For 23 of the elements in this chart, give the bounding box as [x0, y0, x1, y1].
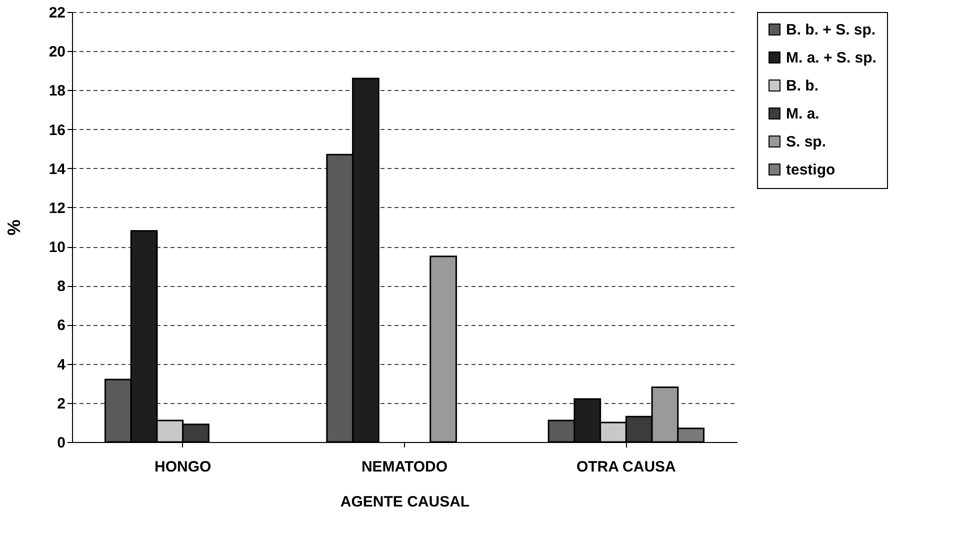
y-tick-label: 18 [48, 82, 66, 100]
x-axis-title: AGENTE CAUSAL [340, 494, 470, 510]
y-tick-label: 4 [57, 356, 66, 374]
legend-label: testigo [786, 162, 836, 178]
legend-label: B. b. + S. sp. [786, 22, 876, 38]
y-tick-label: 14 [48, 160, 66, 178]
legend-label: B. b. [786, 78, 818, 94]
legend-label: M. a. [786, 106, 820, 122]
y-tick-label: 8 [57, 278, 66, 296]
y-axis-title: % [4, 219, 24, 236]
y-tick-label: 22 [48, 4, 66, 22]
y-tick-label: 20 [48, 44, 66, 61]
y-tick-label: 6 [57, 317, 66, 334]
y-tick-label: 0 [57, 434, 66, 452]
y-tick-label: 10 [48, 239, 66, 256]
x-tick-label: OTRA CAUSA [576, 458, 676, 476]
x-tick-label: HONGO [154, 458, 212, 476]
legend-label: M. a. + S. sp. [786, 50, 876, 66]
x-tick-label: NEMATODO [361, 458, 448, 476]
y-tick-label: 16 [48, 122, 66, 139]
y-tick-label: 12 [48, 200, 66, 217]
y-tick-label: 2 [57, 395, 66, 412]
legend-label: S. sp. [786, 134, 826, 150]
